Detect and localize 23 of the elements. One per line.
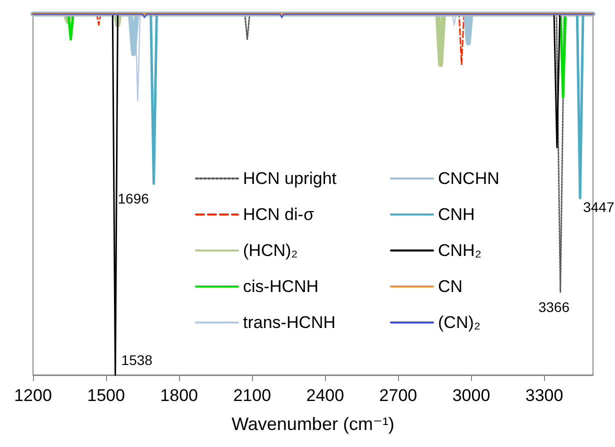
x-tick-label: 2100 — [233, 386, 272, 405]
annotation: 3366 — [538, 298, 570, 315]
x-tick-label: 1500 — [87, 386, 125, 405]
x-tick-label: 3300 — [525, 386, 564, 405]
x-tick-label: 1800 — [160, 386, 198, 405]
legend-label: CNCHN — [438, 169, 500, 188]
legend-label: HCN upright — [243, 169, 337, 188]
legend-label: trans-HCNH — [243, 313, 336, 332]
x-tick-label: 2700 — [379, 386, 418, 405]
x-tick-label: 1200 — [14, 386, 52, 405]
x-axis-title: Wavenumber (cm⁻¹) — [232, 414, 394, 434]
legend-label: cis-HCNH — [243, 277, 319, 296]
legend-label: CN — [438, 277, 463, 296]
legend-label: CNH — [438, 205, 475, 224]
legend-label: CNH₂ — [438, 241, 482, 260]
x-tick-label: 2400 — [306, 386, 344, 405]
legend-label: (CN)₂ — [438, 313, 480, 332]
annotation: 1538 — [121, 352, 153, 368]
annotation: 3447 — [583, 199, 614, 216]
annotation: 1696 — [118, 190, 150, 207]
x-tick-label: 3000 — [452, 386, 490, 405]
legend-label: (HCN)₂ — [243, 241, 298, 260]
legend-label: HCN di-σ — [243, 205, 314, 224]
